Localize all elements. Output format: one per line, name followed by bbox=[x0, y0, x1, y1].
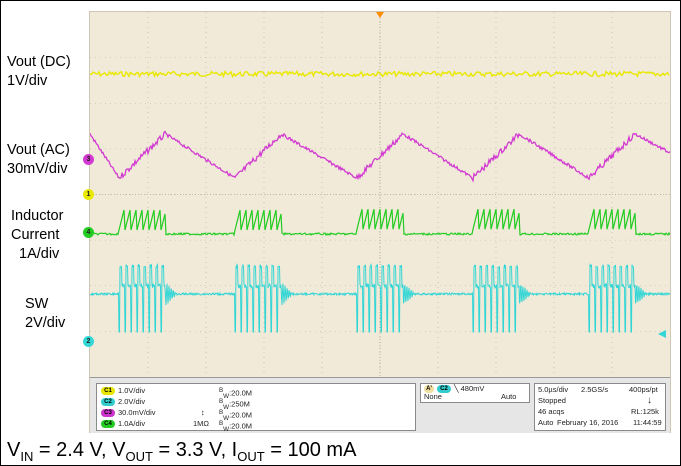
marker-ch4: 4 bbox=[83, 227, 94, 238]
trigger-row: A' C2 ╲ 480mV bbox=[424, 384, 484, 394]
channel-row-c4[interactable]: C4 1.0A/div bbox=[101, 419, 145, 429]
c3-bandwidth: BW:20.0M bbox=[219, 409, 253, 422]
ch3-vout-ac-trace bbox=[90, 130, 670, 183]
waveform-plot bbox=[90, 12, 670, 377]
marker-ch3: 3 bbox=[83, 154, 94, 165]
marker-ch1: 1 bbox=[83, 189, 94, 200]
trigger-position-marker bbox=[376, 12, 384, 18]
trigger-level-marker bbox=[658, 330, 666, 338]
acquisition-date: February 16, 2016 bbox=[557, 418, 619, 427]
trigger-slope-icon: ╲ bbox=[454, 384, 459, 393]
label-vout-dc: Vout (DC) 1V/div bbox=[7, 54, 71, 89]
trigger-coupling: None bbox=[424, 392, 442, 401]
channel-row-c2[interactable]: C2 2.0V/div bbox=[101, 397, 145, 407]
label-inductor-current: Inductor Current 1A/div bbox=[11, 208, 64, 262]
c4-bandwidth: BW:20.0M bbox=[219, 420, 253, 433]
record-length: RL:125k bbox=[631, 407, 659, 416]
c1-extra bbox=[193, 386, 213, 396]
marker-ch2: 2 bbox=[83, 336, 94, 347]
label-sw: SW 2V/div bbox=[25, 296, 66, 331]
channel-settings-panel[interactable]: C1 1.0V/div BW:20.0M C2 2.0V/div BW:250M C… bbox=[96, 383, 416, 433]
acquisition-panel[interactable]: 5.0µs/div 2.5GS/s 400ps/pt Stopped ↓ 46 … bbox=[534, 383, 666, 431]
trigger-source-chip: C2 bbox=[437, 385, 451, 394]
trigger-a-chip: A' bbox=[424, 385, 434, 394]
acquisition-state: Stopped bbox=[538, 396, 566, 405]
channel-row-c3[interactable]: C3 30.0mV/div bbox=[101, 408, 156, 418]
trigger-mode-acq: Auto bbox=[538, 418, 554, 427]
c2-bandwidth: BW:250M bbox=[219, 398, 250, 411]
acquisition-count: 46 acqs bbox=[538, 407, 565, 416]
ch2-sw-trace bbox=[90, 262, 670, 333]
label-vout-ac: Vout (AC) 30mV/div bbox=[7, 142, 70, 177]
ch1-vout-dc-trace bbox=[90, 69, 670, 79]
trigger-mode: Auto bbox=[501, 392, 517, 401]
c1-bandwidth: BW:20.0M bbox=[219, 387, 253, 400]
oscilloscope-screen: 3 1 4 2 C1 1.0V/div BW:20.0M C2 2.0V/div B… bbox=[83, 11, 671, 433]
c4-impedance: 1MΩ bbox=[193, 419, 210, 428]
chip-c4: C4 bbox=[101, 420, 115, 429]
trigger-panel[interactable]: A' C2 ╲ 480mV None Auto bbox=[420, 383, 530, 403]
test-conditions-caption: VIN = 2.4 V, VOUT = 3.3 V, IOUT = 100 mA bbox=[7, 439, 357, 464]
chip-c3: C3 bbox=[101, 409, 115, 418]
stop-arrow-icon: ↓ bbox=[647, 395, 652, 406]
acquisition-time: 11:44:59 bbox=[633, 418, 662, 427]
invert-icon: ↕ bbox=[201, 408, 205, 417]
ch4-inductor-current-trace bbox=[90, 209, 670, 237]
timebase: 5.0µs/div bbox=[538, 385, 569, 394]
chip-c1: C1 bbox=[101, 387, 115, 396]
status-bar: C1 1.0V/div BW:20.0M C2 2.0V/div BW:250M C… bbox=[90, 377, 670, 433]
sample-rate: 2.5GS/s bbox=[581, 385, 609, 394]
channel-row-c1[interactable]: C1 1.0V/div bbox=[101, 386, 145, 396]
chip-c2: C2 bbox=[101, 398, 115, 407]
resolution: 400ps/pt bbox=[629, 385, 658, 394]
